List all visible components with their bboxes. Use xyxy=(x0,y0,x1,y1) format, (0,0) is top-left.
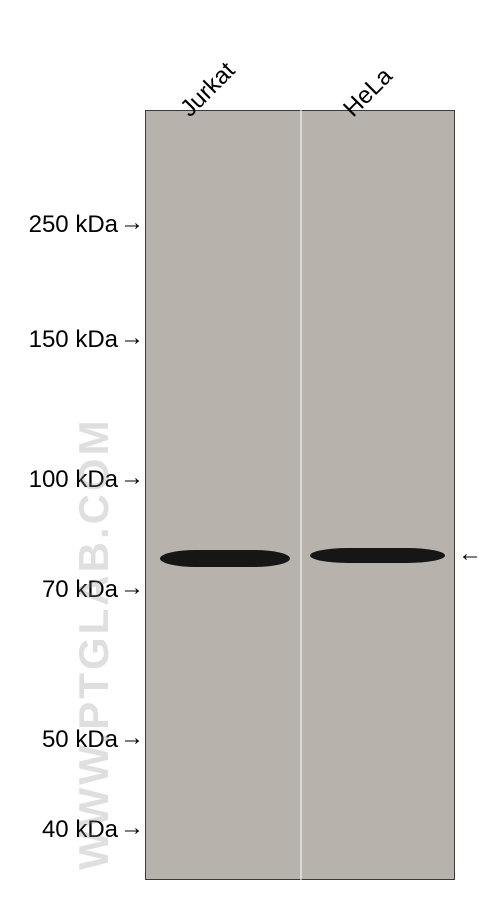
marker-label-0: 250 kDa xyxy=(29,211,118,239)
band-1 xyxy=(310,548,445,563)
band-0 xyxy=(160,550,290,567)
western-blot-figure: Jurkat HeLa 250 kDa→150 kDa→100 kDa→70 k… xyxy=(0,0,500,903)
marker-arrow-2: → xyxy=(120,464,144,492)
marker-label-1: 150 kDa xyxy=(29,326,118,354)
marker-arrow-3: → xyxy=(120,574,144,602)
marker-arrow-0: → xyxy=(120,209,144,237)
marker-arrow-4: → xyxy=(120,724,144,752)
lane-divider xyxy=(300,110,302,880)
marker-arrow-5: → xyxy=(120,814,144,842)
marker-arrow-1: → xyxy=(120,324,144,352)
watermark-text: WWW.PTGLAB.COM xyxy=(70,417,118,870)
target-band-arrow: ← xyxy=(458,540,482,568)
